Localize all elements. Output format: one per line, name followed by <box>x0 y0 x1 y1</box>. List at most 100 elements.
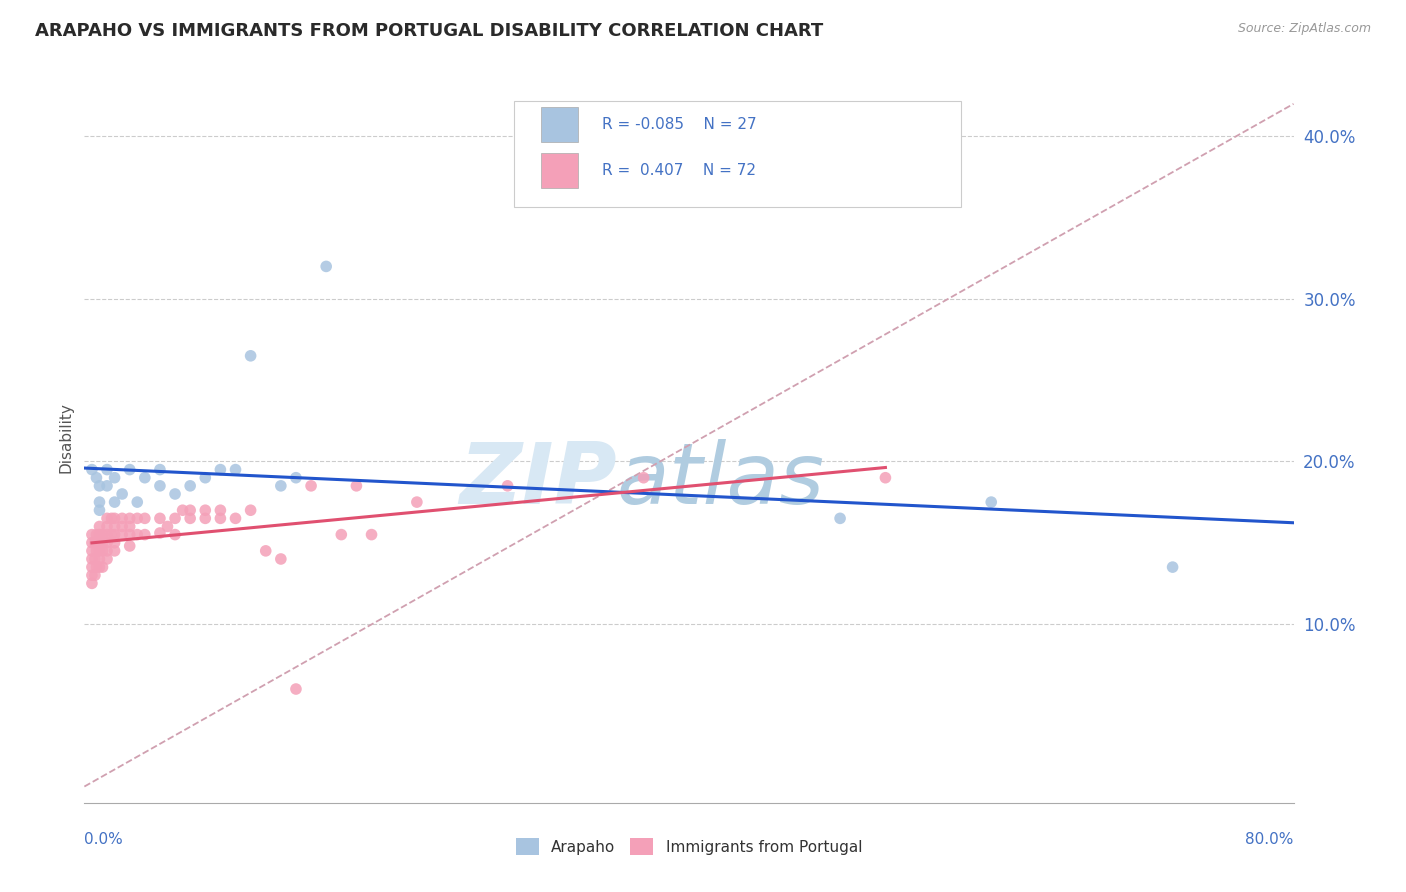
Point <box>179 511 201 525</box>
Point <box>96 544 118 558</box>
Point <box>330 527 353 541</box>
Point <box>194 511 217 525</box>
Point <box>104 495 127 509</box>
Point <box>84 568 107 582</box>
Point <box>118 462 141 476</box>
Point <box>118 511 141 525</box>
Point <box>89 495 111 509</box>
Point <box>496 479 519 493</box>
Point <box>134 471 156 485</box>
Point <box>194 471 217 485</box>
Text: ZIP: ZIP <box>458 440 616 523</box>
Point <box>86 544 108 558</box>
Point <box>209 462 232 476</box>
Point <box>127 495 149 509</box>
Point <box>270 479 292 493</box>
Point <box>239 503 262 517</box>
Y-axis label: Disability: Disability <box>58 401 73 473</box>
Point <box>118 539 141 553</box>
Point <box>270 552 292 566</box>
Text: 80.0%: 80.0% <box>1246 832 1294 847</box>
Point <box>89 560 111 574</box>
Point <box>96 552 118 566</box>
Point <box>875 471 897 485</box>
Point <box>91 544 114 558</box>
Point <box>179 479 201 493</box>
Point <box>179 503 201 517</box>
Point <box>165 527 187 541</box>
Point <box>134 511 156 525</box>
Point <box>111 527 134 541</box>
Text: 0.0%: 0.0% <box>84 832 124 847</box>
Point <box>100 511 122 525</box>
Point <box>149 462 172 476</box>
Point <box>118 527 141 541</box>
Point <box>80 527 103 541</box>
Point <box>100 527 122 541</box>
Point <box>209 503 232 517</box>
Point <box>127 527 149 541</box>
Text: Source: ZipAtlas.com: Source: ZipAtlas.com <box>1237 22 1371 36</box>
Point <box>111 487 134 501</box>
Point <box>172 503 194 517</box>
Point <box>209 511 232 525</box>
Point <box>80 462 103 476</box>
Point <box>360 527 382 541</box>
Point <box>89 519 111 533</box>
Point <box>86 527 108 541</box>
Point <box>80 560 103 574</box>
Point <box>86 471 108 485</box>
Point <box>80 552 103 566</box>
Point <box>225 462 247 476</box>
Point <box>96 527 118 541</box>
Point <box>80 568 103 582</box>
Point <box>225 511 247 525</box>
Legend: Arapaho, Immigrants from Portugal: Arapaho, Immigrants from Portugal <box>510 832 868 861</box>
Point <box>96 462 118 476</box>
Point <box>89 552 111 566</box>
Point <box>91 560 114 574</box>
Point <box>91 527 114 541</box>
Point <box>149 511 172 525</box>
Point <box>239 349 262 363</box>
Point <box>89 503 111 517</box>
Point <box>1161 560 1184 574</box>
Point <box>104 527 127 541</box>
Point <box>96 519 118 533</box>
Point <box>299 479 322 493</box>
Point <box>156 519 179 533</box>
Text: atlas: atlas <box>616 440 824 523</box>
Point <box>111 519 134 533</box>
Point <box>285 471 308 485</box>
Point <box>104 519 127 533</box>
Point <box>165 511 187 525</box>
Point <box>80 544 103 558</box>
Text: R =  0.407    N = 72: R = 0.407 N = 72 <box>602 163 756 178</box>
FancyBboxPatch shape <box>513 101 962 207</box>
Point <box>134 527 156 541</box>
Point <box>149 479 172 493</box>
Text: R = -0.085    N = 27: R = -0.085 N = 27 <box>602 117 756 132</box>
Point <box>194 503 217 517</box>
Point <box>104 471 127 485</box>
Point <box>980 495 1002 509</box>
Point <box>91 535 114 549</box>
Point <box>84 552 107 566</box>
Point <box>111 511 134 525</box>
Point <box>89 527 111 541</box>
Point <box>149 526 172 541</box>
Point <box>96 479 118 493</box>
Point <box>89 544 111 558</box>
Point <box>285 681 308 696</box>
Point <box>118 519 141 533</box>
Point <box>127 511 149 525</box>
Text: ARAPAHO VS IMMIGRANTS FROM PORTUGAL DISABILITY CORRELATION CHART: ARAPAHO VS IMMIGRANTS FROM PORTUGAL DISA… <box>35 22 824 40</box>
Point <box>104 535 127 549</box>
Point <box>89 535 111 549</box>
Bar <box>541 153 578 188</box>
Point <box>165 487 187 501</box>
Point <box>633 471 655 485</box>
Point <box>80 576 103 591</box>
Bar <box>541 107 578 142</box>
Point <box>406 495 429 509</box>
